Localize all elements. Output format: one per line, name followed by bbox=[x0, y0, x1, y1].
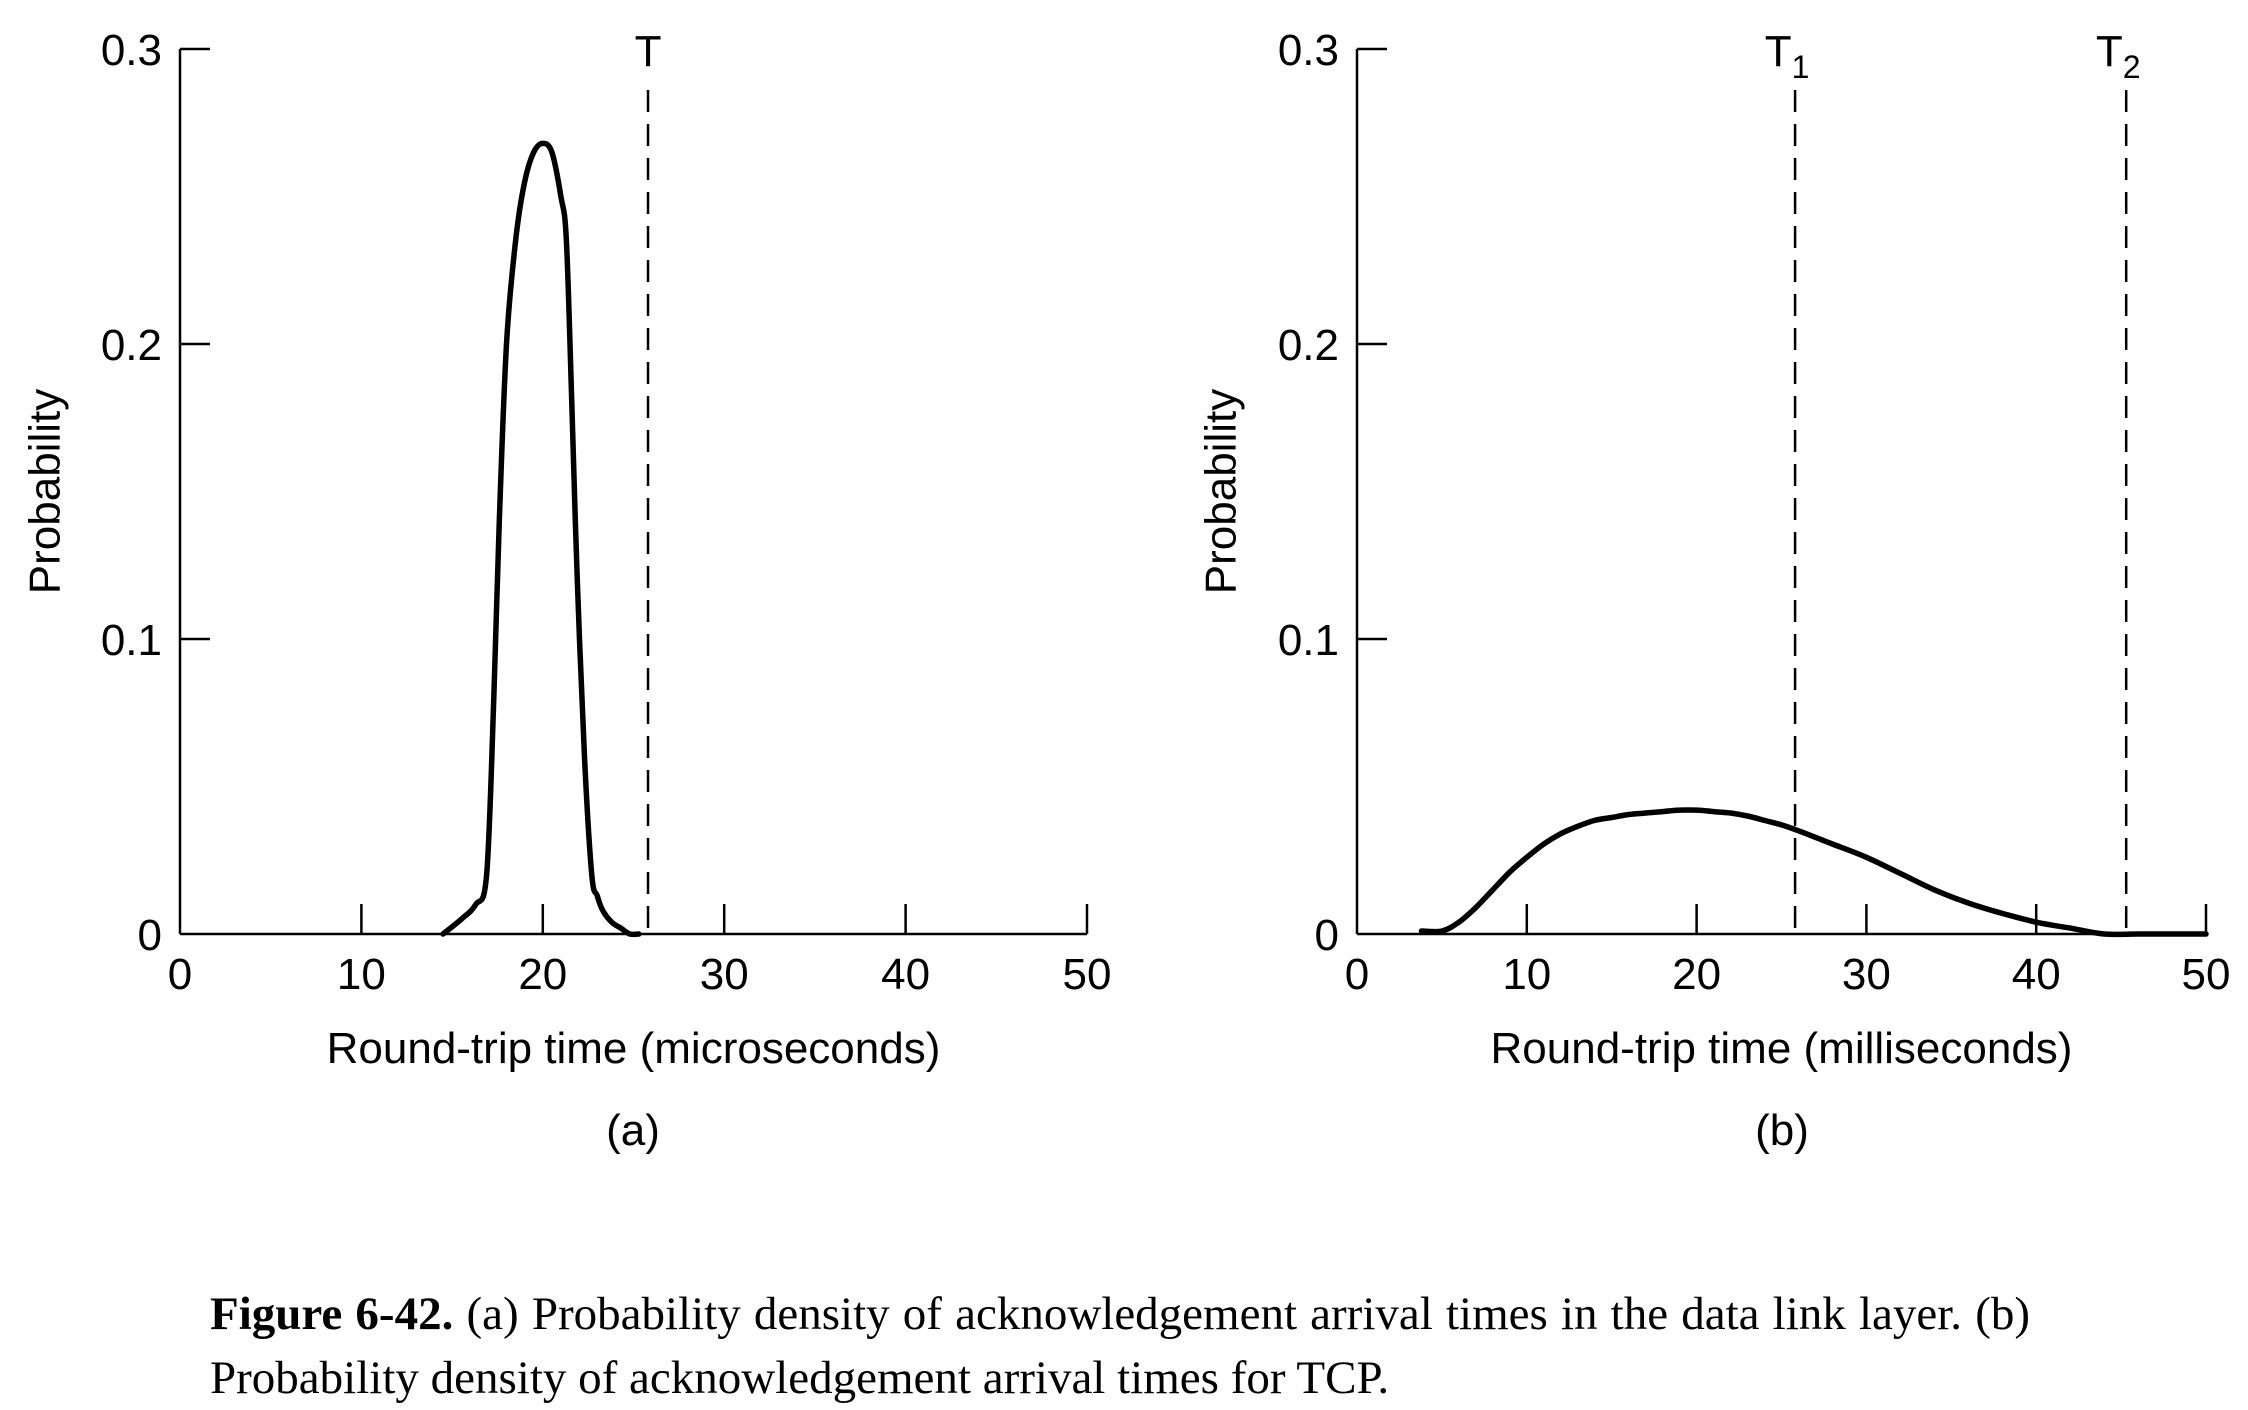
panel-a-x-tick-label: 50 bbox=[1063, 950, 1112, 999]
panel-a-label: (a) bbox=[606, 1106, 660, 1155]
panel-a-y-tick-label: 0 bbox=[138, 911, 162, 960]
caption-text: (a) Probability density of acknowledgeme… bbox=[210, 1288, 2030, 1404]
panel-b-x-axis-title: Round-trip time (milliseconds) bbox=[1491, 1024, 2073, 1073]
panel-a-x-tick-label: 20 bbox=[518, 950, 567, 999]
panel-a-y-tick-label: 0.1 bbox=[101, 616, 162, 665]
panel-b-x-tick-label: 30 bbox=[1842, 950, 1891, 999]
panel-a-x-tick-label: 0 bbox=[168, 950, 192, 999]
panel-b-y-tick-label: 0.3 bbox=[1278, 26, 1339, 75]
panel-b-y-tick-label: 0 bbox=[1315, 911, 1339, 960]
panel-a-x-axis-title: Round-trip time (microseconds) bbox=[327, 1024, 941, 1073]
panel-b-x-tick-label: 20 bbox=[1672, 950, 1721, 999]
panel-b-x-tick-label: 0 bbox=[1345, 950, 1369, 999]
panel-b-y-tick-label: 0.1 bbox=[1278, 616, 1339, 665]
panel-b-label: (b) bbox=[1755, 1106, 1809, 1155]
panel-a-density-curve bbox=[440, 140, 642, 938]
caption-label: Figure 6-42. bbox=[210, 1288, 454, 1340]
panel-a-x-tick-label: 30 bbox=[700, 950, 749, 999]
panel-b-x-tick-label: 10 bbox=[1502, 950, 1551, 999]
panel-a-x-tick-label: 10 bbox=[337, 950, 386, 999]
panel-a-threshold-label: T bbox=[635, 27, 662, 76]
panel-b-threshold-label: T1 bbox=[1765, 27, 1810, 85]
panel-b-density-curve bbox=[1418, 807, 2209, 938]
panel-b-x-tick-label: 40 bbox=[2012, 950, 2061, 999]
panel-a-x-tick-label: 40 bbox=[881, 950, 930, 999]
panel-a-y-tick-label: 0.2 bbox=[101, 321, 162, 370]
figure-caption: Figure 6-42. (a) Probability density of … bbox=[210, 1282, 2030, 1410]
panel-b-threshold-subscript: 2 bbox=[2123, 49, 2141, 85]
panel-a-y-axis-title: Probability bbox=[21, 389, 70, 594]
panel-b-x-tick-label: 50 bbox=[2182, 950, 2231, 999]
panel-a-y-tick-label: 0.3 bbox=[101, 26, 162, 75]
panel-b-y-tick-label: 0.2 bbox=[1278, 321, 1339, 370]
panel-b-threshold-label: T2 bbox=[2096, 27, 2141, 85]
panel-b-threshold-subscript: 1 bbox=[1792, 49, 1810, 85]
panel-b-y-axis-title: Probability bbox=[1197, 389, 1246, 594]
